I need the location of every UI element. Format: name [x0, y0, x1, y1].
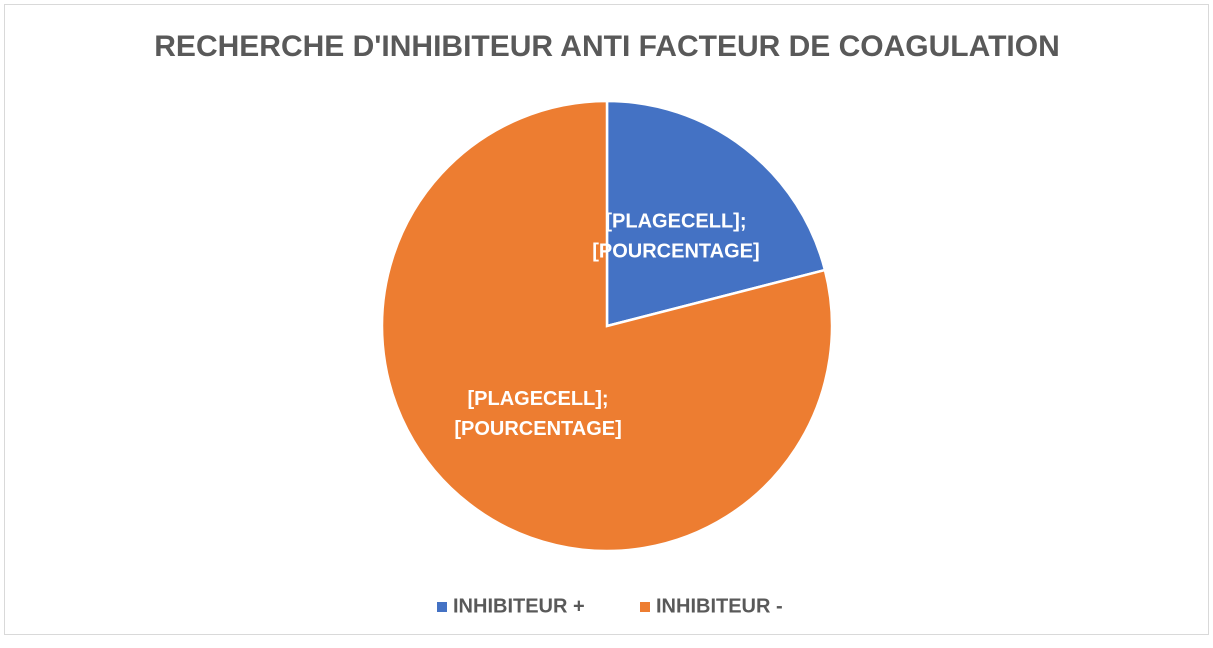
data-label: [POURCENTAGE]: [592, 240, 759, 262]
pie-slice: [380, 99, 834, 553]
legend-label: INHIBITEUR -: [656, 595, 783, 617]
data-label: [POURCENTAGE]: [454, 418, 621, 440]
legend-swatch: [640, 602, 650, 612]
chart-title: RECHERCHE D'INHIBITEUR ANTI FACTEUR DE C…: [154, 30, 1059, 63]
data-label: [PLAGECELL];: [605, 210, 746, 232]
legend-swatch: [437, 602, 447, 612]
legend-label: INHIBITEUR +: [453, 595, 585, 617]
data-label: [PLAGECELL];: [468, 388, 609, 410]
pie-slice: [605, 99, 827, 328]
